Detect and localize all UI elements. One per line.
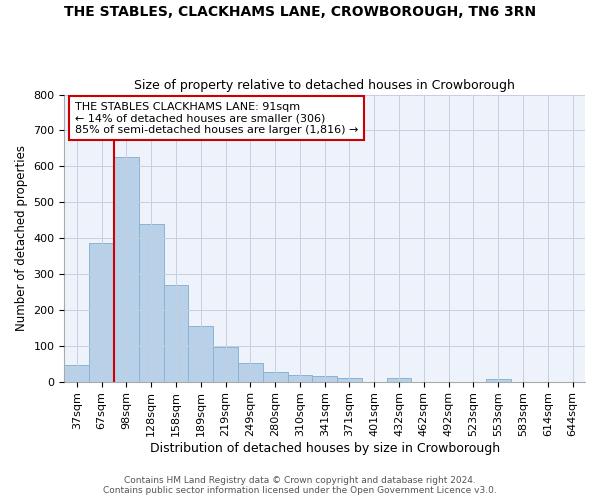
Bar	[139, 224, 164, 382]
Text: Contains HM Land Registry data © Crown copyright and database right 2024.
Contai: Contains HM Land Registry data © Crown c…	[103, 476, 497, 495]
Text: THE STABLES, CLACKHAMS LANE, CROWBOROUGH, TN6 3RN: THE STABLES, CLACKHAMS LANE, CROWBOROUGH…	[64, 5, 536, 19]
Bar	[386, 378, 412, 382]
Bar	[287, 376, 313, 382]
Bar	[188, 326, 213, 382]
Text: THE STABLES CLACKHAMS LANE: 91sqm
← 14% of detached houses are smaller (306)
85%: THE STABLES CLACKHAMS LANE: 91sqm ← 14% …	[75, 102, 358, 135]
Bar	[64, 364, 89, 382]
Bar	[89, 244, 114, 382]
Bar	[238, 363, 263, 382]
Bar	[313, 376, 337, 382]
Bar	[164, 286, 188, 382]
Title: Size of property relative to detached houses in Crowborough: Size of property relative to detached ho…	[134, 79, 515, 92]
X-axis label: Distribution of detached houses by size in Crowborough: Distribution of detached houses by size …	[149, 442, 500, 455]
Bar	[486, 379, 511, 382]
Y-axis label: Number of detached properties: Number of detached properties	[15, 145, 28, 331]
Bar	[337, 378, 362, 382]
Bar	[213, 347, 238, 382]
Bar	[114, 158, 139, 382]
Bar	[263, 372, 287, 382]
